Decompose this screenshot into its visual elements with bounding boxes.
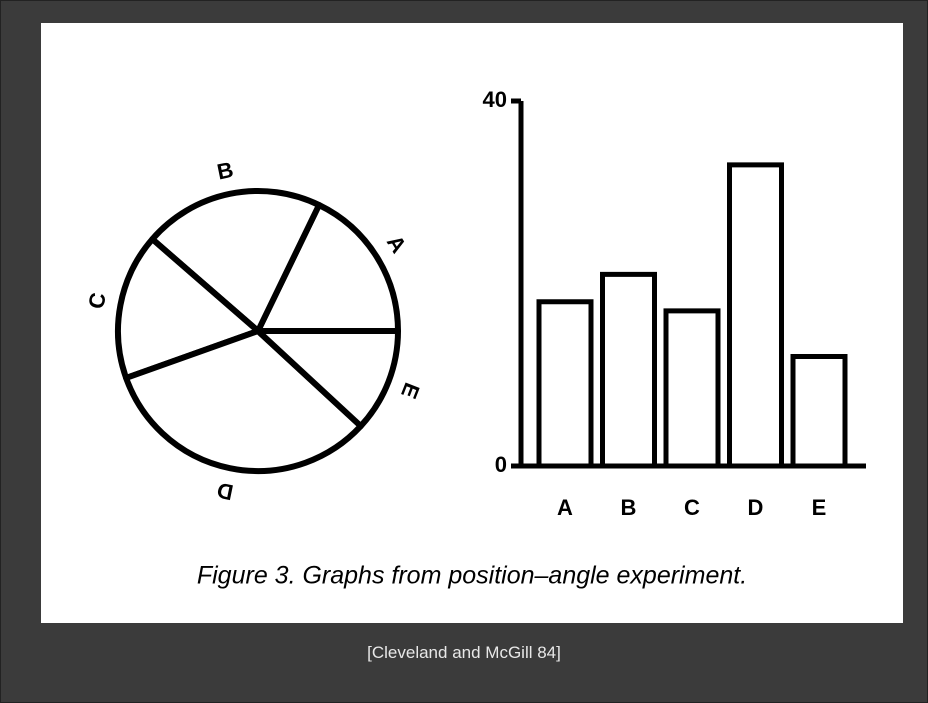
x-tick-label: C — [684, 495, 700, 520]
bar — [536, 299, 594, 469]
credit: [Cleveland and McGill 84] — [367, 643, 561, 662]
figure: Figure 3. Graphs from position–angle exp… — [83, 87, 866, 590]
bar — [790, 354, 848, 469]
y-tick-label: 40 — [483, 87, 507, 112]
pie-wedge — [123, 328, 364, 474]
y-tick-label: 0 — [495, 452, 507, 477]
pie-label: A — [382, 231, 412, 258]
pie-wedge — [149, 188, 323, 334]
pie-wedge — [255, 328, 401, 430]
pie-label: C — [83, 290, 111, 310]
bar — [663, 308, 721, 469]
pie-label: B — [215, 157, 236, 185]
pie-label: E — [396, 379, 425, 402]
bar — [600, 271, 657, 469]
caption: Figure 3. Graphs from position–angle exp… — [197, 562, 747, 590]
bar — [727, 162, 784, 469]
x-tick-label: D — [748, 495, 764, 520]
pie-wedge — [255, 202, 401, 334]
pie-label: D — [215, 478, 236, 506]
x-tick-label: E — [812, 495, 827, 520]
x-tick-label: B — [621, 495, 637, 520]
x-tick-label: A — [557, 495, 573, 520]
